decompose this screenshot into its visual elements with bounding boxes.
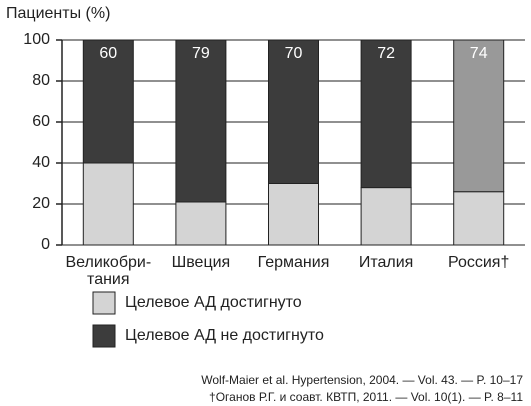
bar-segment (268, 39, 319, 184)
value-label: 79 (192, 45, 210, 62)
legend-swatch (92, 291, 116, 315)
y-tick-label: 40 (32, 154, 50, 171)
value-label: 72 (377, 45, 395, 62)
bar-segment (175, 201, 227, 246)
bar-segment (360, 39, 412, 189)
x-tick-line: тания (87, 271, 129, 288)
x-tick-label: Россия† (448, 254, 509, 271)
x-tick-label: Швеция (172, 254, 231, 271)
y-tick-label: 60 (32, 113, 50, 130)
x-tick-label: Великобри-тания (65, 254, 151, 288)
legend-label: Целевое АД не достигнуто (125, 327, 324, 344)
bar-segment (175, 39, 227, 203)
value-label: 74 (470, 45, 488, 62)
x-tick-label: Италия (359, 254, 413, 271)
bar-segment (82, 39, 134, 164)
y-tick-label: 100 (23, 31, 50, 48)
value-label: 60 (99, 45, 117, 62)
bar-segment (453, 191, 505, 246)
bar-segment (82, 162, 134, 246)
footnote: Wolf-Maier et al. Hypertension, 2004. — … (201, 373, 523, 387)
legend-swatch (92, 324, 116, 348)
bar-segment (360, 187, 412, 246)
footnote: †Оганов Р.Г. и соавт. КВТП, 2011. — Vol.… (209, 390, 523, 404)
y-tick-label: 80 (32, 72, 50, 89)
y-tick-label: 20 (32, 195, 50, 212)
legend-label: Целевое АД достигнуто (125, 294, 302, 311)
x-tick-line: Великобри- (65, 254, 151, 271)
bar-segment (453, 39, 505, 193)
bar-segment (268, 183, 319, 246)
y-tick-label: 0 (41, 236, 50, 253)
value-label: 70 (285, 45, 303, 62)
y-axis-title: Пациенты (%) (6, 5, 110, 22)
x-tick-label: Германия (258, 254, 330, 271)
